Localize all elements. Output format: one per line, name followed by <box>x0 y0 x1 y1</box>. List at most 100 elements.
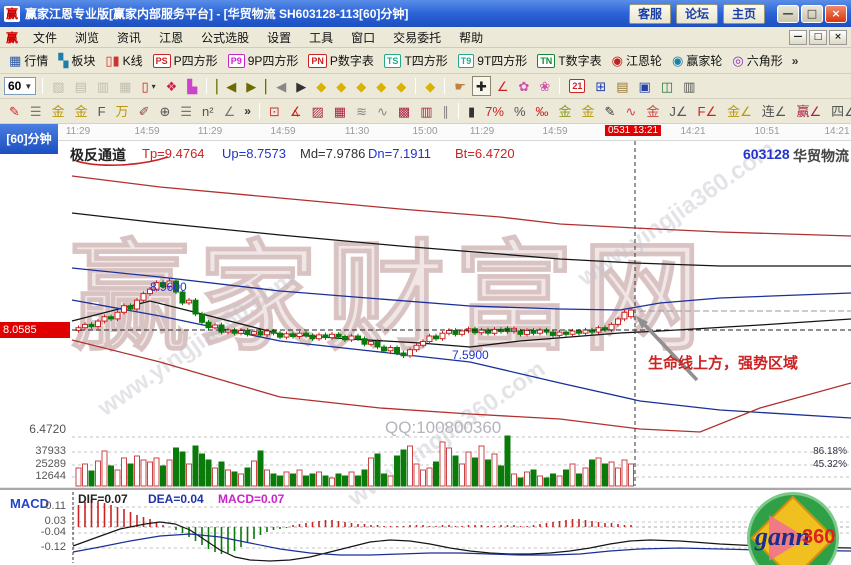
zoom-fit-button[interactable]: ◆ <box>421 76 439 96</box>
draw-overflow-icon[interactable]: » <box>244 104 251 118</box>
zoom-left-button[interactable]: ◆ <box>312 76 330 96</box>
first-page-button[interactable]: ▏◀ <box>212 76 240 96</box>
grid-box-button[interactable]: ▥ <box>416 101 436 121</box>
brush-button[interactable]: ✎ <box>601 101 620 121</box>
t-number-button[interactable]: TN T数字表 <box>533 51 605 71</box>
circle-ruler-button[interactable]: ⊕ <box>155 101 174 121</box>
chart-mode-button[interactable]: ▧ <box>48 76 68 96</box>
pattern2-button[interactable]: ❀ <box>535 76 554 96</box>
wan-spiral-button[interactable]: 万 <box>112 101 133 121</box>
angle-f-button[interactable]: F∠ <box>694 101 722 121</box>
mdi-restore-button[interactable]: □ <box>809 29 827 45</box>
crosshair-button[interactable]: ✚ <box>471 76 491 96</box>
zoom-all-button[interactable]: ◆ <box>392 76 410 96</box>
pct7-button[interactable]: 7% <box>481 101 508 121</box>
pattern-tool-button[interactable]: ❖ <box>162 76 182 96</box>
steps3-button[interactable]: ▥ <box>93 76 113 96</box>
draw-pen-button[interactable]: ✎ <box>5 101 24 121</box>
trend-lines-button[interactable]: ≋ <box>352 101 371 121</box>
n2-button[interactable]: n² <box>198 101 218 121</box>
toolbar-overflow-icon[interactable]: » <box>791 53 799 68</box>
calendar-button[interactable]: 21 <box>565 76 589 96</box>
menu-item-9[interactable]: 帮助 <box>459 30 484 45</box>
angle-lian-button[interactable]: 连∠ <box>758 101 791 121</box>
steps9-button[interactable]: ▦ <box>115 76 135 96</box>
stamp-button[interactable]: ✿ <box>515 76 534 96</box>
pen-ruler-button[interactable]: ✐ <box>135 101 154 121</box>
market-grid-button[interactable]: ▦ 行情 <box>5 51 52 71</box>
maximize-button[interactable]: □ <box>801 4 823 23</box>
menu-item-4[interactable]: 公式选股 <box>201 30 250 45</box>
kline-button[interactable]: ▯▮ K线 <box>101 51 146 71</box>
menu-item-1[interactable]: 浏览 <box>75 30 100 45</box>
period-combo[interactable]: 60 ▼ <box>4 77 37 95</box>
time-box-button[interactable]: ▦ <box>330 101 350 121</box>
next-page-button[interactable]: ▶ <box>292 76 310 96</box>
candle-style-button[interactable]: ▯ ▾ <box>137 76 159 96</box>
panel-separator[interactable] <box>0 487 851 490</box>
t9-square-button[interactable]: T9 9T四方形 <box>454 51 532 71</box>
menu-item-3[interactable]: 江恩 <box>159 30 184 45</box>
scale-ruler-button[interactable]: ☰ <box>176 101 196 121</box>
mdi-minimize-button[interactable]: — <box>789 29 807 45</box>
color-chart-button[interactable]: ▙ <box>183 76 201 96</box>
zoom-right-button[interactable]: ◆ <box>332 76 350 96</box>
pct-line-button[interactable]: ‰ <box>532 101 553 121</box>
menu-item-6[interactable]: 工具 <box>309 30 334 45</box>
gann-fan-button[interactable]: ∡ <box>286 101 306 121</box>
angle-j-button[interactable]: J∠ <box>665 101 691 121</box>
gold-band-button[interactable]: 金 <box>642 101 663 121</box>
zoom-v-button[interactable]: ◆ <box>372 76 390 96</box>
p9-square-button[interactable]: P9 9P四方形 <box>224 51 303 71</box>
angle-ruler-button[interactable]: ∠ <box>220 101 240 121</box>
calculator-button[interactable]: ⊞ <box>591 76 610 96</box>
angle-gold-button[interactable]: 金∠ <box>723 101 756 121</box>
last-page-button[interactable]: ▶▕ <box>242 76 270 96</box>
menu-item-8[interactable]: 交易委托 <box>393 30 442 45</box>
zoom-h-button[interactable]: ◆ <box>352 76 370 96</box>
fibo-button[interactable]: F <box>94 101 110 121</box>
angle-win-button[interactable]: 赢∠ <box>792 101 825 121</box>
price-box-button[interactable]: ▨ <box>308 101 328 121</box>
print-button[interactable]: ▥ <box>679 76 699 96</box>
hexagon-button[interactable]: ◎ 六角形 <box>728 51 786 71</box>
minimize-button[interactable]: — <box>777 4 799 23</box>
select-box-button[interactable]: ⊡ <box>265 101 284 121</box>
time-axis[interactable]: 11:29 14:59 11:29 14:59 11:30 15:00 11:29 14:59… <box>0 124 851 141</box>
gann-wheel-button[interactable]: ◉ 江恩轮 <box>608 51 666 71</box>
grid-red-button[interactable]: ▩ <box>394 101 414 121</box>
titlebar-button-2[interactable]: 主页 <box>722 3 765 24</box>
menu-item-5[interactable]: 设置 <box>267 30 292 45</box>
hand-button[interactable]: ☛ <box>450 76 470 96</box>
slash-lines-button[interactable]: ∥ <box>439 101 454 121</box>
titlebar-button-1[interactable]: 论坛 <box>675 3 718 24</box>
wave-gold-button[interactable]: ∿ <box>621 101 640 121</box>
p-number-button[interactable]: PN P数字表 <box>304 51 378 71</box>
chart-canvas[interactable] <box>0 124 851 565</box>
gold-circle-button[interactable]: 金 <box>555 101 576 121</box>
angle-four-button[interactable]: 四∠ <box>827 101 851 121</box>
titlebar-button-0[interactable]: 客服 <box>628 3 671 24</box>
blocks-button[interactable]: ▚ 板块 <box>54 51 99 71</box>
angle-pen-button[interactable]: ∠ <box>493 76 513 96</box>
t-square-button[interactable]: TS T四方形 <box>380 51 452 71</box>
pct-button[interactable]: % <box>510 101 530 121</box>
wave-tool-button[interactable]: ∿ <box>373 101 392 121</box>
gold-gann-button[interactable]: 金 <box>48 101 69 121</box>
prev-page-button[interactable]: ◀ <box>272 76 290 96</box>
menu-item-7[interactable]: 窗口 <box>351 30 376 45</box>
winner-wheel-button[interactable]: ◉ 赢家轮 <box>668 51 726 71</box>
export-button[interactable]: ◫ <box>657 76 677 96</box>
notes-button[interactable]: ▤ <box>612 76 632 96</box>
menu-item-0[interactable]: 文件 <box>33 30 58 45</box>
close-button[interactable]: × <box>825 4 847 23</box>
mdi-close-button[interactable]: × <box>829 29 847 45</box>
vol-bars-button[interactable]: ▮ <box>464 101 479 121</box>
gold-line-button[interactable]: 金 <box>578 101 599 121</box>
menu-item-2[interactable]: 资讯 <box>117 30 142 45</box>
gold-gann2-button[interactable]: 金 <box>71 101 92 121</box>
ruler-button[interactable]: ☰ <box>26 101 46 121</box>
p-square-button[interactable]: PS P四方形 <box>149 51 222 71</box>
save-button[interactable]: ▣ <box>635 76 655 96</box>
report-button[interactable]: ▤ <box>71 76 91 96</box>
